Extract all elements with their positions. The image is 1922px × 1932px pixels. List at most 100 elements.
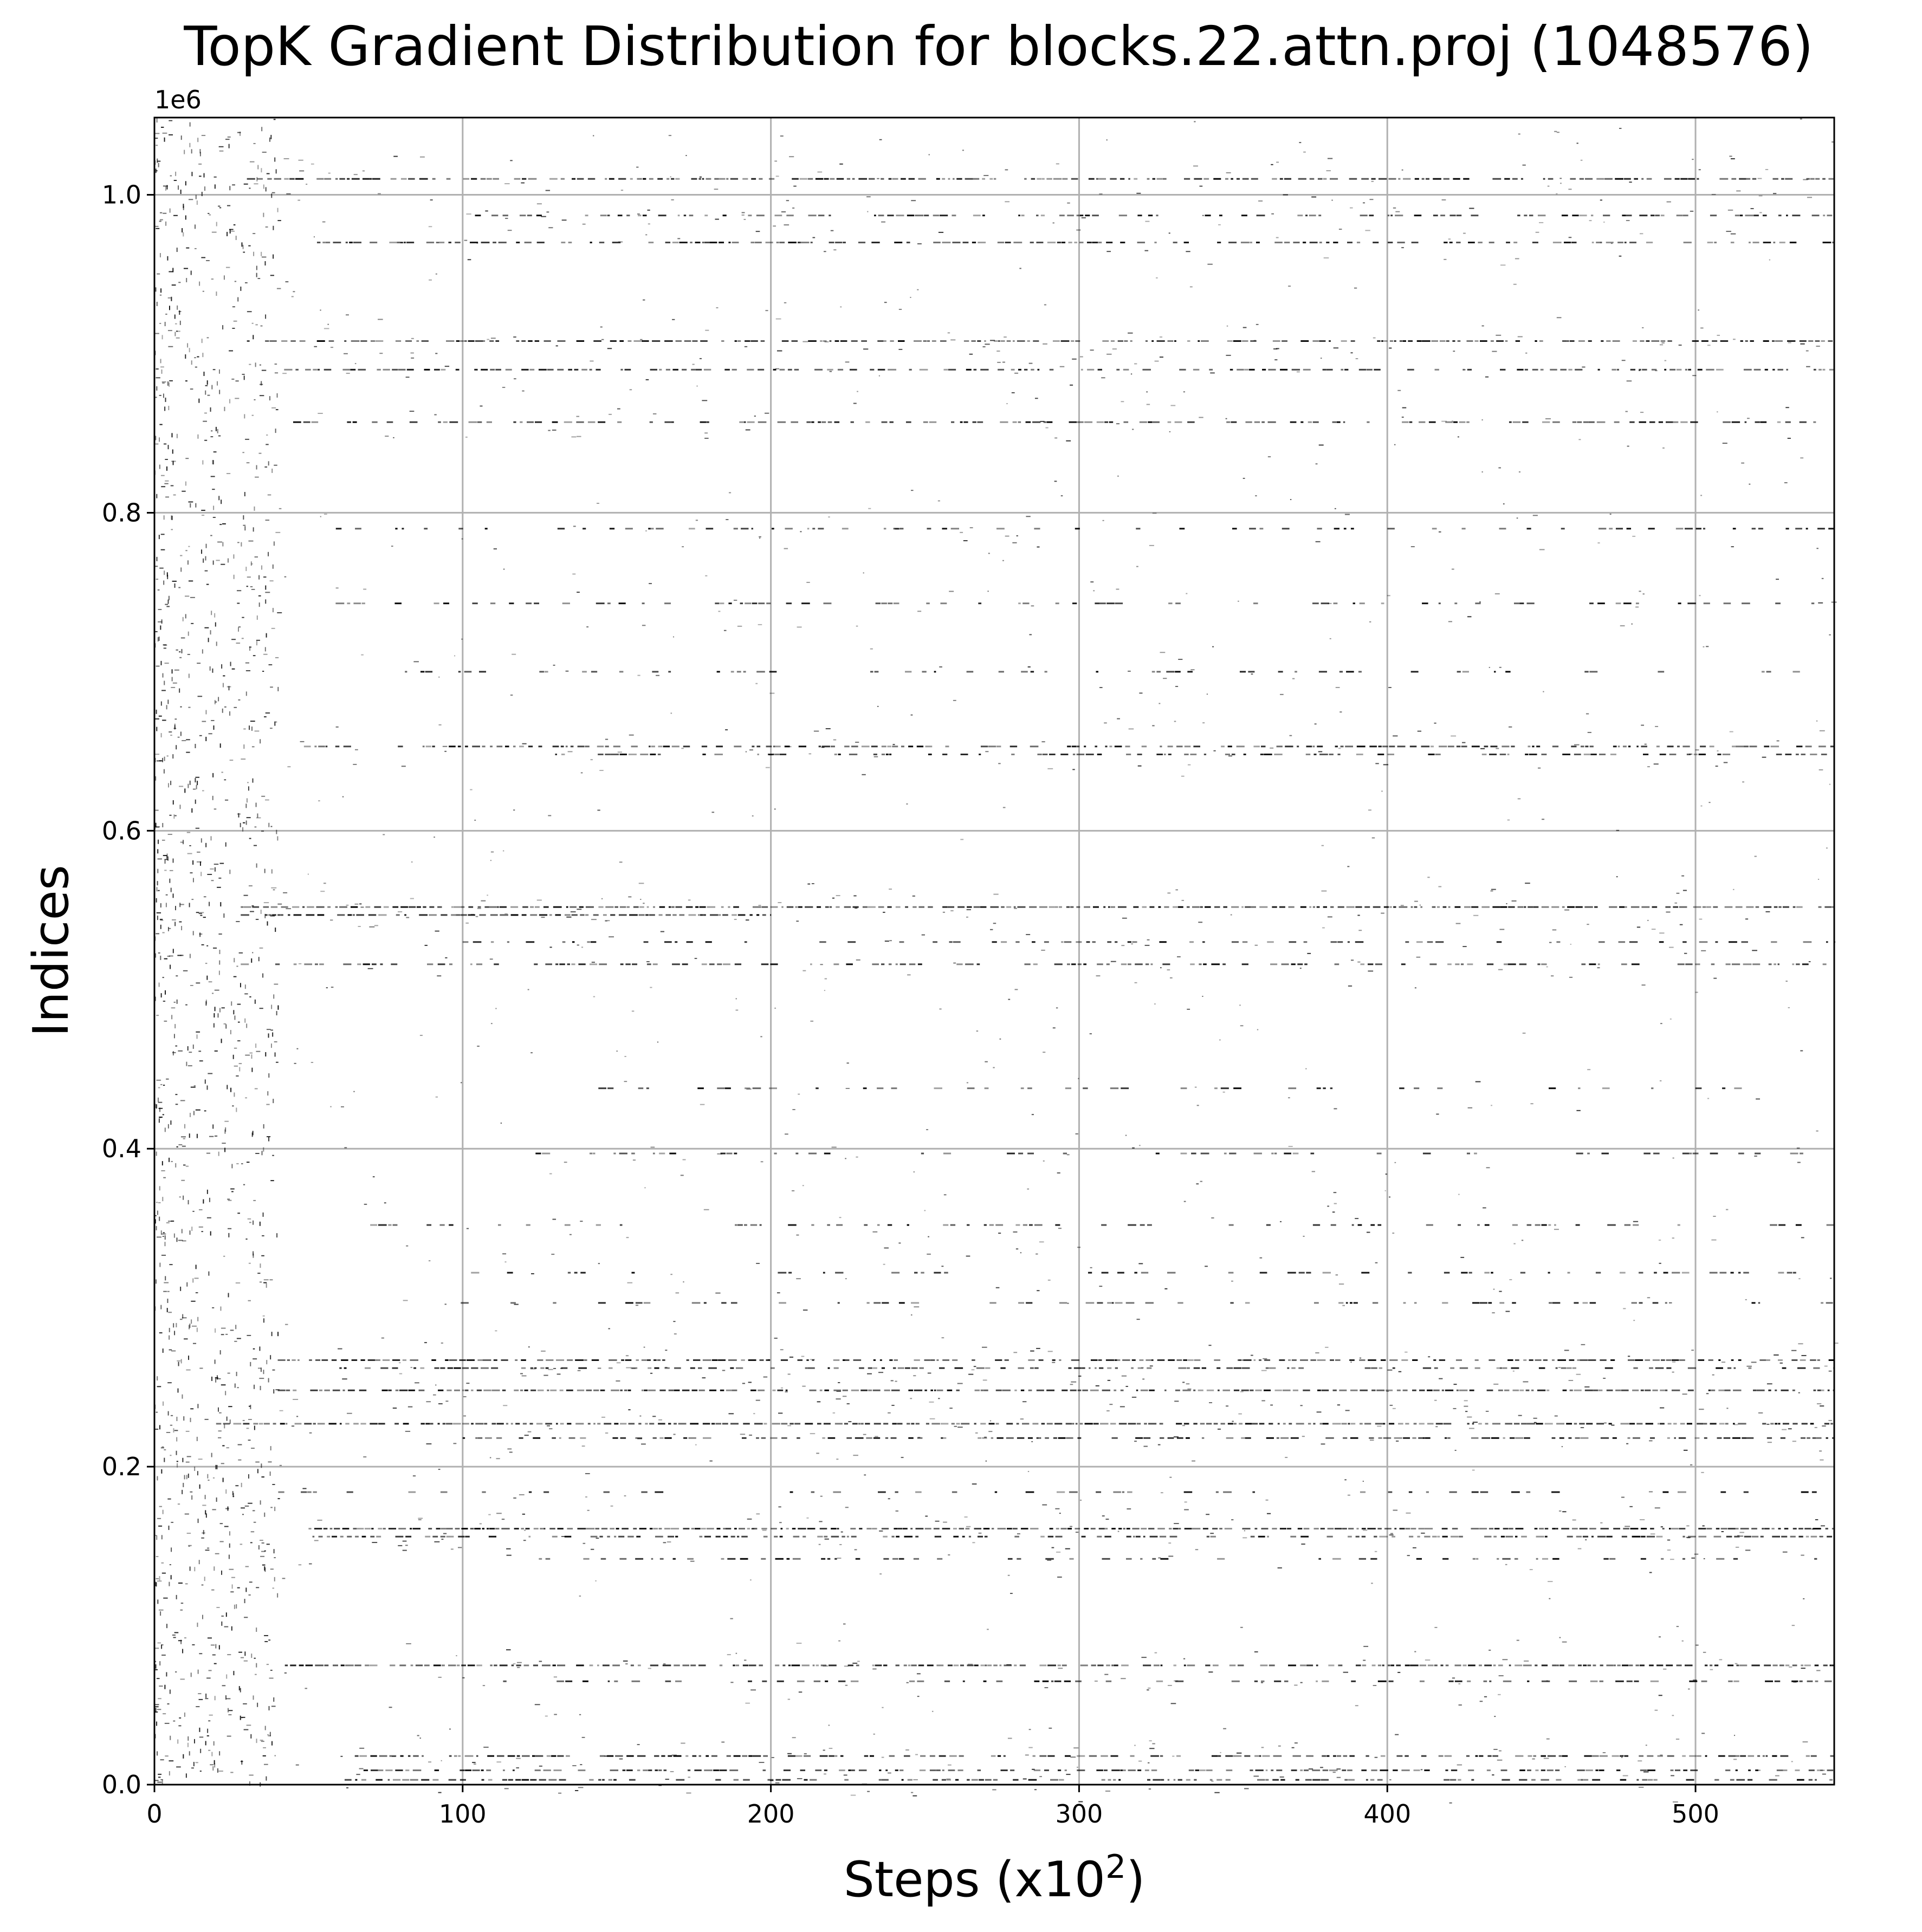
index-mark <box>1046 178 1052 180</box>
index-mark <box>583 1558 590 1560</box>
index-mark <box>1568 1380 1574 1382</box>
index-mark <box>836 1458 839 1460</box>
index-mark <box>867 1791 870 1792</box>
index-mark <box>323 368 332 371</box>
index-mark <box>1548 1272 1550 1274</box>
index-mark <box>1828 1359 1834 1362</box>
index-mark <box>1584 1386 1590 1388</box>
index-mark <box>1739 1532 1744 1533</box>
index-mark <box>552 421 558 423</box>
index-mark <box>1521 1423 1527 1425</box>
index-mark <box>1308 421 1312 423</box>
index-mark <box>584 1359 587 1362</box>
index-mark <box>555 345 558 347</box>
index-mark <box>1308 1423 1311 1425</box>
index-mark <box>1300 906 1306 908</box>
index-mark <box>1377 1779 1383 1781</box>
index-mark <box>557 1664 566 1667</box>
index-mark <box>1276 745 1283 748</box>
index-mark <box>361 602 365 605</box>
index-mark <box>1629 421 1635 423</box>
index-mark <box>656 528 664 530</box>
index-mark <box>471 1367 478 1369</box>
index-mark <box>1682 1152 1690 1155</box>
index-mark <box>534 421 542 423</box>
index-mark <box>1655 1367 1664 1369</box>
index-mark <box>1823 215 1826 217</box>
index-mark <box>817 171 823 173</box>
index-mark <box>465 922 469 924</box>
index-mark <box>1548 178 1554 180</box>
index-mark <box>813 1680 821 1682</box>
index-mark <box>1128 1769 1136 1772</box>
index-mark <box>719 1664 723 1667</box>
index-mark <box>423 906 426 908</box>
index-mark <box>1110 178 1117 180</box>
index-mark <box>881 753 885 755</box>
index-mark <box>658 914 663 916</box>
index-mark <box>1814 1558 1817 1560</box>
index-mark <box>462 1437 465 1439</box>
index-mark <box>862 774 866 775</box>
index-mark <box>752 1087 761 1090</box>
index-mark <box>1394 1528 1397 1530</box>
index-mark <box>1154 360 1159 362</box>
index-mark <box>493 178 500 180</box>
index-mark <box>940 215 948 217</box>
index-mark <box>1534 1528 1538 1530</box>
index-mark <box>947 1389 953 1391</box>
index-mark <box>489 958 493 960</box>
index-mark <box>936 1664 944 1667</box>
index-mark <box>303 421 310 423</box>
index-mark <box>1813 1528 1821 1530</box>
index-mark <box>1417 1535 1420 1538</box>
index-mark <box>1624 1755 1629 1757</box>
index-mark <box>483 1389 491 1391</box>
index-mark <box>1799 340 1807 342</box>
index-mark <box>1607 1224 1616 1226</box>
index-mark <box>775 745 781 748</box>
index-mark <box>1651 929 1656 930</box>
index-mark <box>1200 1769 1206 1772</box>
index-mark <box>496 1513 502 1514</box>
index-mark <box>1061 242 1066 244</box>
index-mark <box>1795 753 1799 755</box>
index-mark <box>1778 906 1782 908</box>
index-mark <box>300 741 305 742</box>
index-mark <box>1083 1087 1088 1090</box>
index-mark <box>599 242 605 244</box>
index-mark <box>924 1528 931 1530</box>
index-mark <box>953 1528 957 1530</box>
index-mark <box>824 1389 829 1391</box>
index-mark <box>1259 1423 1265 1425</box>
index-mark <box>675 340 682 342</box>
index-mark <box>1821 340 1825 342</box>
index-mark <box>1239 1359 1244 1361</box>
index-mark <box>1743 963 1752 965</box>
index-mark <box>672 242 679 244</box>
index-mark <box>1650 1533 1655 1535</box>
index-mark <box>1318 671 1327 673</box>
index-mark <box>1414 906 1418 908</box>
index-mark <box>1102 1389 1110 1391</box>
index-mark <box>1157 1528 1165 1530</box>
index-mark <box>1626 220 1630 222</box>
index-mark <box>1198 340 1200 342</box>
index-mark <box>1690 1769 1698 1772</box>
index-mark <box>1535 1224 1541 1226</box>
index-mark <box>1019 1664 1026 1667</box>
index-mark <box>1359 1423 1363 1425</box>
index-mark <box>1735 1769 1738 1772</box>
index-mark <box>347 1389 355 1391</box>
index-mark <box>1734 1424 1738 1425</box>
index-mark <box>1213 1664 1219 1667</box>
index-mark <box>762 914 766 916</box>
index-mark <box>1505 340 1508 342</box>
index-mark <box>670 1771 674 1773</box>
index-mark <box>787 1698 791 1700</box>
index-mark <box>1632 340 1637 342</box>
index-mark <box>997 242 1005 244</box>
index-mark <box>733 599 737 601</box>
index-mark <box>1287 1367 1290 1369</box>
index-mark <box>1619 255 1622 257</box>
